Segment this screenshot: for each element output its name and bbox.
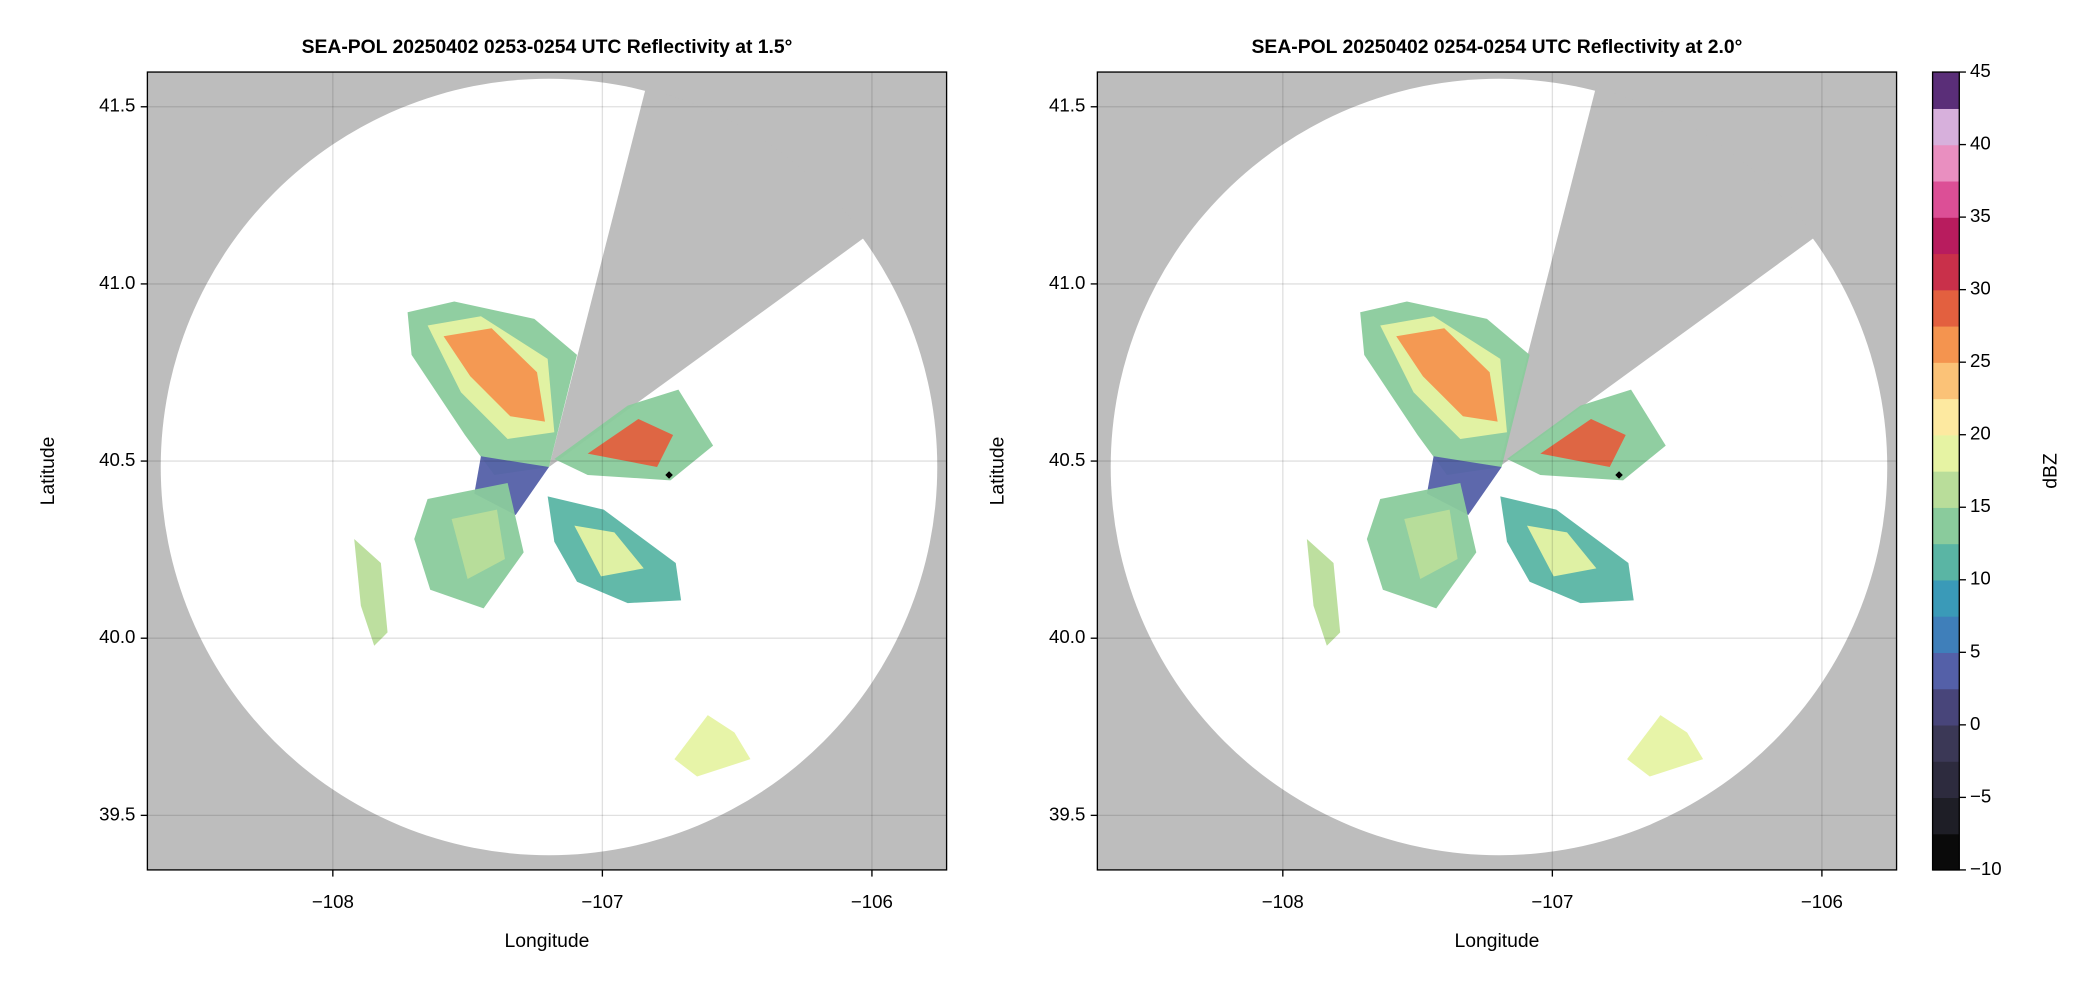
blocked-sector (548, 88, 866, 467)
colorbar-tick-label: 30 (1970, 278, 1991, 299)
echo (443, 328, 545, 422)
y-axis-label: Latitude (987, 437, 1009, 506)
colorbar-band (1932, 688, 1960, 726)
plot-frame (1096, 71, 1898, 871)
x-tick-label: −108 (312, 891, 354, 912)
colorbar-band (1932, 289, 1960, 327)
colorbar-tick-label: 10 (1970, 568, 1991, 589)
echo (1404, 509, 1458, 580)
y-tick-label: 40.5 (99, 449, 135, 470)
map-panel (147, 72, 947, 870)
echo (674, 715, 751, 777)
colorbar-band (1932, 325, 1960, 363)
x-tick-label: −106 (1801, 891, 1843, 912)
echo (451, 509, 505, 580)
site-marker (1615, 471, 1623, 479)
y-tick-label: 39.5 (99, 803, 135, 824)
colorbar-band (1932, 797, 1960, 835)
y-tick-label: 40.0 (99, 626, 135, 647)
colorbar-tick-label: 0 (1970, 713, 1980, 734)
echo (1540, 418, 1626, 467)
colorbar-frame (1931, 71, 1960, 871)
colorbar-band (1932, 144, 1960, 182)
colorbar-tick-label: 45 (1970, 60, 1991, 81)
echo (574, 525, 644, 577)
colorbar-band (1932, 108, 1960, 146)
colorbar-band (1932, 72, 1960, 109)
colorbar-band (1932, 616, 1960, 653)
colorbar-tick-label: −5 (1970, 785, 1991, 806)
colorbar-band (1932, 579, 1960, 617)
echo (1627, 715, 1704, 777)
x-axis-label: Longitude (505, 930, 590, 952)
echo (1396, 328, 1498, 422)
colorbar-band (1932, 652, 1960, 690)
colorbar-tick-label: 40 (1970, 133, 1991, 154)
colorbar-band (1932, 761, 1960, 799)
y-tick-label: 39.5 (1049, 803, 1085, 824)
echo (354, 539, 388, 646)
colorbar-band (1932, 253, 1960, 291)
colorbar-tick-label: 35 (1970, 205, 1991, 226)
colorbar-band (1932, 470, 1960, 508)
site-marker (665, 471, 673, 479)
y-tick-label: 41.5 (99, 95, 135, 116)
echo (1526, 525, 1597, 577)
colorbar-band (1932, 833, 1960, 871)
colorbar-tick-label: 20 (1970, 423, 1991, 444)
y-tick-label: 40.0 (1049, 626, 1085, 647)
y-tick-label: 41.0 (99, 272, 135, 293)
x-tick-label: −107 (1531, 891, 1573, 912)
colorbar-band (1932, 217, 1960, 255)
chart-title: SEA-POL 20250402 0254-0254 UTC Reflectiv… (1252, 36, 1743, 58)
x-tick-label: −106 (851, 891, 893, 912)
y-axis-label: Latitude (37, 437, 59, 506)
colorbar-tick-label: −10 (1970, 858, 2002, 879)
colorbar-tick-label: 15 (1970, 495, 1991, 516)
colorbar-band (1932, 362, 1960, 400)
colorbar-band (1932, 180, 1960, 218)
chart-title: SEA-POL 20250402 0253-0254 UTC Reflectiv… (302, 36, 793, 58)
colorbar-band (1932, 543, 1960, 581)
colorbar-band (1932, 434, 1960, 472)
x-axis-label: Longitude (1455, 930, 1540, 952)
y-tick-label: 41.0 (1049, 272, 1085, 293)
colorbar-label: dBZ (2039, 453, 2061, 489)
colorbar-tick-label: 5 (1970, 640, 1980, 661)
y-tick-label: 40.5 (1049, 449, 1085, 470)
echo (1306, 539, 1341, 646)
echo (587, 418, 674, 467)
blocked-sector (1498, 88, 1816, 467)
colorbar-band (1932, 507, 1960, 545)
plot-frame (146, 71, 948, 871)
map-panel (1097, 72, 1897, 870)
y-tick-label: 41.5 (1049, 95, 1085, 116)
x-tick-label: −108 (1262, 891, 1304, 912)
colorbar-band (1932, 398, 1960, 436)
colorbar-tick-label: 25 (1970, 350, 1991, 371)
x-tick-label: −107 (581, 891, 623, 912)
colorbar-band (1932, 724, 1960, 762)
